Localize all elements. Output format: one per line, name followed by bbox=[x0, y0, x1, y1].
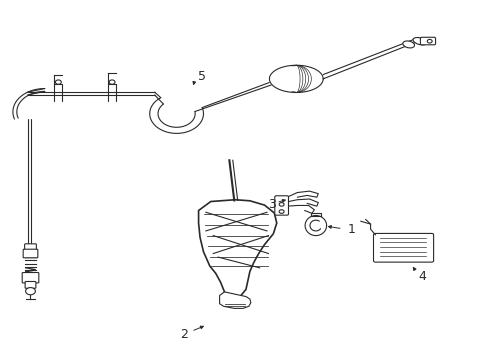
Polygon shape bbox=[198, 200, 277, 299]
Text: 3: 3 bbox=[269, 198, 276, 211]
Circle shape bbox=[279, 210, 284, 213]
Circle shape bbox=[427, 40, 432, 43]
FancyBboxPatch shape bbox=[23, 249, 38, 258]
Text: 2: 2 bbox=[180, 328, 188, 341]
Circle shape bbox=[55, 80, 61, 84]
FancyBboxPatch shape bbox=[22, 273, 39, 283]
FancyBboxPatch shape bbox=[25, 282, 36, 288]
Circle shape bbox=[279, 203, 284, 206]
Ellipse shape bbox=[413, 37, 427, 45]
Text: 4: 4 bbox=[418, 270, 426, 283]
FancyBboxPatch shape bbox=[275, 196, 289, 215]
Text: 5: 5 bbox=[197, 70, 206, 83]
Polygon shape bbox=[220, 292, 251, 309]
Polygon shape bbox=[305, 216, 327, 235]
Text: 1: 1 bbox=[347, 222, 355, 236]
Circle shape bbox=[109, 80, 115, 84]
FancyBboxPatch shape bbox=[373, 233, 434, 262]
FancyBboxPatch shape bbox=[24, 244, 36, 251]
FancyBboxPatch shape bbox=[420, 37, 436, 45]
Polygon shape bbox=[270, 65, 323, 93]
Circle shape bbox=[25, 288, 35, 295]
Ellipse shape bbox=[403, 41, 415, 48]
